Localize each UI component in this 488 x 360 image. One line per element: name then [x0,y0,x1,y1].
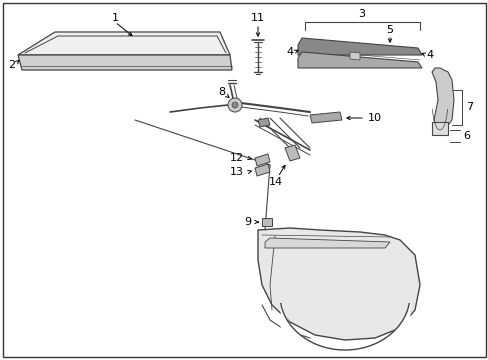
Polygon shape [431,122,447,135]
Text: 4: 4 [426,50,433,60]
Polygon shape [297,52,421,68]
Text: 10: 10 [367,113,381,123]
Circle shape [231,102,238,108]
Circle shape [227,98,242,112]
Text: 6: 6 [463,131,469,141]
Text: 13: 13 [229,167,244,177]
Text: 3: 3 [358,9,365,19]
Text: 2: 2 [8,60,16,70]
Polygon shape [18,55,231,70]
Polygon shape [309,112,341,123]
Polygon shape [285,145,299,161]
Text: 7: 7 [466,102,472,112]
Polygon shape [297,38,421,55]
Polygon shape [18,32,229,55]
Polygon shape [258,118,269,127]
Text: 9: 9 [244,217,251,227]
Text: 4: 4 [286,47,293,57]
Polygon shape [258,228,419,340]
Polygon shape [262,218,271,226]
Text: 1: 1 [111,13,118,23]
Text: 12: 12 [229,153,244,163]
Text: 14: 14 [268,177,283,187]
Polygon shape [264,238,389,248]
Polygon shape [254,164,269,176]
Text: 8: 8 [218,87,225,97]
Polygon shape [431,68,453,128]
Text: 5: 5 [386,25,393,35]
Polygon shape [254,154,269,166]
Polygon shape [349,52,359,60]
Text: 11: 11 [250,13,264,23]
